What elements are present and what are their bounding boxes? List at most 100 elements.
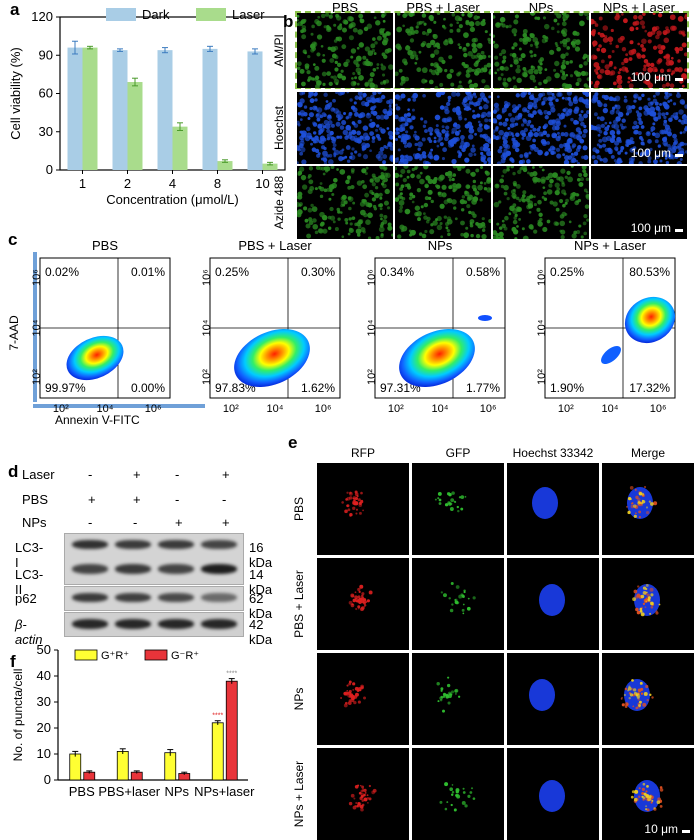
cell-dots [493,13,589,88]
band-label: LC3-I [15,540,44,570]
cell-signal [348,584,373,612]
blot-sign: - [222,492,227,507]
x-tick-label: 10² [53,403,69,415]
y-tick-label: 10² [536,369,548,385]
panel-label-c: c [8,230,18,249]
y-tick-label: 40 [37,668,51,683]
density-population [66,335,124,381]
panel-e-column-header: Hoechst 33342 [512,446,594,460]
blot-sign: - [175,492,180,507]
bar-dark [67,47,83,170]
scale-bar [675,154,683,157]
blot-condition-label: PBS [22,492,49,507]
protein-band [158,593,194,602]
panel-label-e: e [288,433,298,452]
cell-signal [440,582,476,615]
x-tick-label: 10⁴ [602,403,619,415]
puncta-chart: 0 10 20 30 40 50 PBS PBS+laser NPs NPs+laser **** *… [11,645,255,799]
confocal-tile [507,463,599,555]
y-tick-label: 10⁶ [536,269,548,286]
cell-dots [591,92,687,164]
legend-label-dark: Dark [142,7,170,22]
cell-signal [630,780,664,812]
plot-title: NPs [428,238,453,253]
cell-signal [539,780,565,812]
bar-series-0 [69,753,82,781]
quadrant-ur: 0.58% [466,265,500,279]
y-tick-label: 30 [39,124,53,139]
bar-dark [202,48,218,170]
bar-dark [157,50,173,170]
y-tick-label: 60 [39,86,53,101]
y-axis-label: 7-AAD [7,315,21,351]
panel-b-row-label: Hoechst [272,105,286,151]
plot-title: PBS + Laser [238,238,312,253]
quadrant-ul: 0.25% [215,265,249,279]
panel-label-a: a [10,0,20,19]
confocal-tile [317,463,409,555]
cell-signal [632,583,661,617]
band-size-label: 42 kDa [249,617,273,647]
blot-membrane-lc3 [64,533,244,585]
bar-series-0 [116,751,129,781]
blot-sign: + [133,492,141,507]
legend-label: G⁻R⁺ [171,650,199,662]
protein-band [201,619,237,629]
y-tick-label: 120 [31,9,53,24]
panel-e-row-label: PBS [292,497,306,522]
micrograph-tile [297,13,393,88]
scale-bar-label: 100 μm [630,70,671,84]
y-tick-label: 10 [37,746,51,761]
confocal-tile [317,653,409,745]
cell-signal [529,679,555,711]
blot-condition-label: NPs [22,515,47,530]
cell-dots [297,13,393,88]
scale-bar [682,830,690,833]
x-tick-label: 2 [124,176,131,191]
x-tick-label: NPs [164,784,189,799]
panel-label-d: d [8,462,19,481]
blot-sign: - [88,515,93,530]
y-tick-label: 10⁴ [366,319,378,336]
panel-b-row-label: AM/PI [272,34,286,67]
x-tick-label: 10⁶ [480,403,497,415]
scale-bar-label: 10 μm [644,822,678,836]
micrograph-tile [395,13,491,88]
cell-signal [626,485,658,519]
protein-band [201,564,237,574]
blot-sign: - [88,467,93,482]
band-size-label: 14 kDa [249,567,273,597]
confocal-tile [507,653,599,745]
y-tick-label: 10² [201,369,213,385]
quadrant-ul: 0.25% [550,265,584,279]
confocal-tile [602,558,694,650]
panel-b-row-label: Azide 488 [272,175,286,230]
confocal-tile [507,748,599,840]
confocal-tile [412,463,504,555]
micrograph-tile: 100 μm [591,166,687,239]
cell-signal [434,491,467,513]
cell-signal [532,487,558,519]
y-tick-label: 50 [37,645,51,657]
axis-bar-horizontal [33,404,205,408]
panel-e-column-header: Merge [630,446,665,460]
band-label: β-actin [15,617,43,647]
bar-series-0 [164,752,177,781]
axis-bar-vertical [33,252,37,402]
y-tick-label: 10² [31,369,43,385]
micrograph-tile: 100 μm [591,92,687,164]
blot-sign: - [133,515,138,530]
protein-band [115,540,151,549]
protein-band [72,593,108,602]
y-tick-label: 10⁶ [201,269,213,286]
legend-swatch-dark [106,8,136,21]
confocal-tile [412,558,504,650]
x-tick-label: 10⁴ [432,403,449,415]
legend-label-laser: Laser [232,7,265,22]
panel-e-row-label: NPs + Laser [292,760,306,828]
blot-sign: + [222,515,230,530]
quadrant-ul: 0.02% [45,265,79,279]
scale-bar [675,78,683,81]
cell-dots [591,13,687,88]
quadrant-ul: 0.34% [380,265,414,279]
